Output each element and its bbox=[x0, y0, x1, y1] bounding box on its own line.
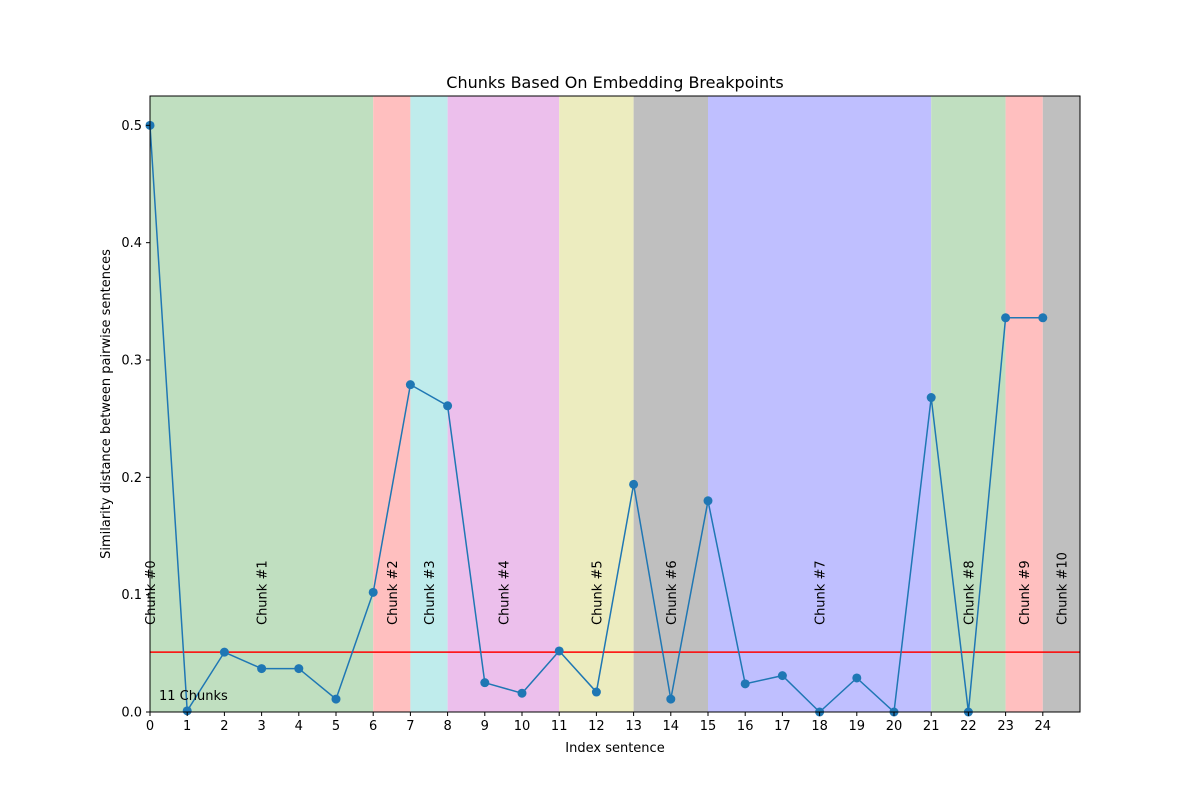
data-point bbox=[703, 496, 713, 506]
chunk-label: Chunk #10 bbox=[1055, 552, 1070, 625]
chunk-count-annotation: 11 Chunks bbox=[159, 689, 228, 704]
data-point bbox=[777, 671, 787, 681]
x-tick-label: 3 bbox=[257, 719, 265, 734]
x-axis-label: Index sentence bbox=[565, 741, 664, 756]
chunk-band bbox=[447, 96, 560, 712]
x-tick-label: 1 bbox=[183, 719, 191, 734]
x-tick-label: 22 bbox=[960, 719, 977, 734]
data-point bbox=[852, 673, 862, 683]
y-axis-label: Similarity distance between pairwise sen… bbox=[99, 249, 114, 559]
chunk-label: Chunk #8 bbox=[962, 560, 977, 625]
x-tick-label: 7 bbox=[406, 719, 414, 734]
plot-frame bbox=[149, 95, 1081, 713]
data-point bbox=[517, 688, 527, 698]
x-tick-label: 10 bbox=[514, 719, 531, 734]
chunk-label: Chunk #1 bbox=[256, 560, 271, 625]
y-tick-label: 0.4 bbox=[121, 236, 142, 251]
x-tick-label: 23 bbox=[997, 719, 1014, 734]
x-tick-label: 4 bbox=[295, 719, 303, 734]
data-point bbox=[182, 706, 192, 716]
x-tick-label: 14 bbox=[663, 719, 680, 734]
x-axis: 0 1 2 3 4 5 6 7 8 9 10 11 12 13 14 15 16 17 18 19 20 21 22 23 24 bbox=[146, 712, 1051, 734]
data-point bbox=[331, 694, 341, 704]
data-point bbox=[591, 687, 601, 697]
chunk-label: Chunk #0 bbox=[144, 560, 159, 625]
chunk-label: Chunk #4 bbox=[497, 560, 512, 625]
x-tick-label: 12 bbox=[588, 719, 605, 734]
chunk-label: Chunk #6 bbox=[665, 560, 680, 625]
x-tick-label: 20 bbox=[886, 719, 903, 734]
chunk-label: Chunk #2 bbox=[386, 560, 401, 625]
chart-title: Chunks Based On Embedding Breakpoints bbox=[446, 73, 783, 92]
data-point bbox=[554, 646, 564, 656]
y-tick-label: 0.2 bbox=[121, 471, 142, 486]
data-point bbox=[926, 393, 936, 403]
data-point bbox=[405, 380, 415, 390]
chunk-bands bbox=[150, 96, 1080, 712]
y-axis: 0.0 0.1 0.2 0.3 0.4 0.5 bbox=[121, 119, 150, 721]
data-point bbox=[257, 664, 267, 674]
chunk-labels: Chunk #0 Chunk #1 Chunk #2 Chunk #3 Chunk #4… bbox=[144, 552, 1070, 625]
data-point bbox=[219, 647, 229, 657]
x-tick-label: 21 bbox=[923, 719, 940, 734]
y-tick-label: 0.1 bbox=[121, 588, 142, 603]
chunk-band bbox=[633, 96, 708, 712]
series-layer bbox=[145, 120, 1048, 717]
x-tick-label: 9 bbox=[481, 719, 489, 734]
chunk-band bbox=[373, 96, 411, 712]
x-tick-label: 0 bbox=[146, 719, 154, 734]
data-point bbox=[294, 664, 304, 674]
chunk-band bbox=[410, 96, 448, 712]
chunk-band bbox=[931, 96, 1006, 712]
x-tick-label: 11 bbox=[551, 719, 568, 734]
chunk-band bbox=[559, 96, 634, 712]
chunk-band bbox=[1042, 96, 1080, 712]
x-tick-label: 16 bbox=[737, 719, 754, 734]
data-point bbox=[1038, 313, 1048, 323]
x-tick-label: 5 bbox=[332, 719, 340, 734]
data-point bbox=[368, 587, 378, 597]
chunk-band bbox=[1005, 96, 1043, 712]
data-point bbox=[740, 679, 750, 689]
x-tick-label: 17 bbox=[774, 719, 791, 734]
y-tick-label: 0.0 bbox=[121, 706, 142, 721]
data-point bbox=[480, 678, 490, 688]
x-tick-label: 18 bbox=[811, 719, 828, 734]
x-tick-label: 6 bbox=[369, 719, 377, 734]
chunk-label: Chunk #3 bbox=[423, 560, 438, 625]
chunk-label: Chunk #9 bbox=[1018, 560, 1033, 625]
chunk-band bbox=[708, 96, 932, 712]
x-tick-label: 2 bbox=[220, 719, 228, 734]
x-tick-label: 24 bbox=[1035, 719, 1052, 734]
data-point bbox=[666, 694, 676, 704]
data-point bbox=[1001, 313, 1011, 323]
chunk-label: Chunk #7 bbox=[814, 560, 829, 625]
x-tick-label: 15 bbox=[700, 719, 717, 734]
data-point bbox=[443, 401, 453, 411]
y-tick-label: 0.3 bbox=[121, 354, 142, 369]
chunk-band bbox=[150, 96, 374, 712]
chunk-label: Chunk #5 bbox=[590, 560, 605, 625]
y-tick-label: 0.5 bbox=[121, 119, 142, 134]
data-point bbox=[629, 479, 639, 489]
x-tick-label: 8 bbox=[443, 719, 451, 734]
x-tick-label: 13 bbox=[625, 719, 642, 734]
x-tick-label: 19 bbox=[849, 719, 866, 734]
